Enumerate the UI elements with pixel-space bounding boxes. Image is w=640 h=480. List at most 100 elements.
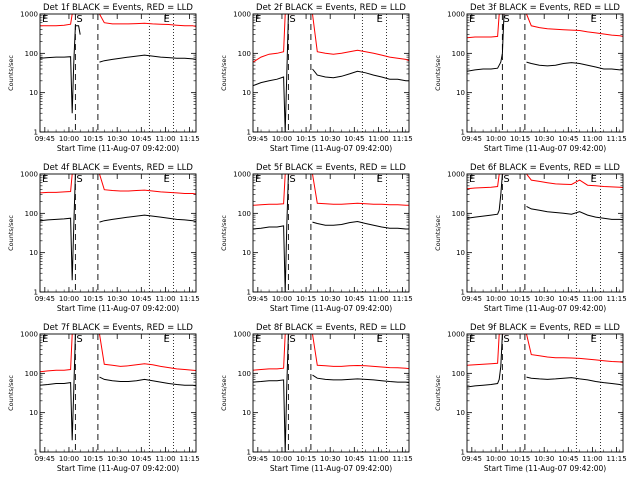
x-tick-label: 11:00 xyxy=(582,135,602,143)
x-tick-label: 09:45 xyxy=(35,135,55,143)
x-tick-label: 10:15 xyxy=(510,135,530,143)
y-axis-label: Counts/sec xyxy=(220,55,228,91)
series-line-lld xyxy=(467,334,623,366)
x-tick-label: 10:45 xyxy=(131,295,151,303)
x-tick-label: 10:30 xyxy=(534,135,554,143)
chart-title: Det 5f BLACK = Events, RED = LLD xyxy=(256,163,406,173)
plot-frame xyxy=(39,13,197,133)
y-axis-label: Counts/sec xyxy=(7,215,15,251)
series-line-events xyxy=(40,25,196,114)
x-tick-label: 09:45 xyxy=(248,295,268,303)
y-tick-label: 1000 xyxy=(447,11,465,19)
x-tick-label: 11:15 xyxy=(392,455,412,463)
series-group xyxy=(253,174,409,292)
series-line-lld xyxy=(253,174,409,206)
end-marker-left: E xyxy=(469,14,475,25)
x-tick-label: 10:45 xyxy=(131,455,151,463)
x-tick-label: 09:45 xyxy=(35,455,55,463)
series-line-events xyxy=(253,334,409,452)
x-tick-label: 10:15 xyxy=(510,295,530,303)
end-marker-left: E xyxy=(255,14,261,25)
x-tick-label: 10:30 xyxy=(107,455,127,463)
y-axis-label: Counts/sec xyxy=(434,215,442,251)
chart-title: Det 1f BLACK = Events, RED = LLD xyxy=(43,3,193,13)
y-tick-label: 1 xyxy=(247,129,251,137)
series-group xyxy=(467,174,623,221)
y-tick-label: 10 xyxy=(242,89,251,97)
x-tick-label: 10:45 xyxy=(558,295,578,303)
chart-panel-3: Det 3f BLACK = Events, RED = LLD Counts/s… xyxy=(434,3,627,153)
y-tick-label: 1 xyxy=(34,289,38,297)
y-tick-label: 1000 xyxy=(20,171,38,179)
plot-frame xyxy=(252,333,410,453)
start-marker: S xyxy=(76,174,82,185)
y-axis-label: Counts/sec xyxy=(7,375,15,411)
end-marker-left: E xyxy=(255,174,261,185)
chart-title: Det 9f BLACK = Events, RED = LLD xyxy=(470,323,620,333)
series-line-lld xyxy=(40,14,196,27)
chart-panel-1: Det 1f BLACK = Events, RED = LLD Counts/s… xyxy=(7,3,200,153)
series-line-events xyxy=(40,334,196,441)
plot-frame xyxy=(466,333,624,453)
y-tick-label: 1 xyxy=(34,129,38,137)
end-marker: E xyxy=(376,174,382,185)
end-marker: E xyxy=(590,174,596,185)
x-tick-label: 10:30 xyxy=(320,135,340,143)
x-tick-label: 10:00 xyxy=(272,295,292,303)
y-tick-label: 1000 xyxy=(20,11,38,19)
series-line-events xyxy=(253,174,409,292)
x-tick-label: 10:00 xyxy=(59,295,79,303)
x-axis-label: Start Time (11-Aug-07 09:42:00) xyxy=(484,464,606,473)
end-marker-left: E xyxy=(42,334,48,345)
x-axis-label: Start Time (11-Aug-07 09:42:00) xyxy=(484,304,606,313)
series-line-lld xyxy=(467,174,623,190)
x-axis-label: Start Time (11-Aug-07 09:42:00) xyxy=(484,144,606,153)
x-tick-label: 10:00 xyxy=(486,455,506,463)
x-tick-label: 11:00 xyxy=(582,295,602,303)
end-marker: E xyxy=(376,14,382,25)
series-group xyxy=(40,334,196,441)
x-tick-label: 10:15 xyxy=(296,295,316,303)
series-group xyxy=(467,334,623,388)
x-tick-label: 10:00 xyxy=(272,455,292,463)
x-tick-label: 11:15 xyxy=(606,295,626,303)
x-tick-label: 10:00 xyxy=(486,135,506,143)
x-tick-label: 11:00 xyxy=(368,135,388,143)
start-marker: S xyxy=(289,14,295,25)
y-tick-label: 1000 xyxy=(233,11,251,19)
x-tick-label: 10:30 xyxy=(107,135,127,143)
y-tick-label: 1 xyxy=(34,449,38,457)
y-tick-label: 100 xyxy=(452,210,465,218)
x-tick-label: 11:15 xyxy=(179,295,199,303)
y-tick-label: 1000 xyxy=(20,331,38,339)
chart-title: Det 2f BLACK = Events, RED = LLD xyxy=(256,3,406,13)
x-tick-label: 09:45 xyxy=(35,295,55,303)
y-axis-label: Counts/sec xyxy=(7,55,15,91)
start-marker: S xyxy=(503,14,509,25)
start-marker: S xyxy=(503,174,509,185)
x-tick-label: 09:45 xyxy=(248,455,268,463)
end-marker-left: E xyxy=(469,174,475,185)
x-tick-label: 10:30 xyxy=(320,455,340,463)
x-tick-label: 10:15 xyxy=(83,455,103,463)
y-tick-label: 1000 xyxy=(447,171,465,179)
x-tick-label: 10:45 xyxy=(344,295,364,303)
y-tick-label: 100 xyxy=(238,50,251,58)
end-marker-left: E xyxy=(42,14,48,25)
end-marker: E xyxy=(163,334,169,345)
x-tick-label: 10:30 xyxy=(534,295,554,303)
x-tick-label: 10:45 xyxy=(131,135,151,143)
x-axis-label: Start Time (11-Aug-07 09:42:00) xyxy=(270,304,392,313)
x-tick-label: 10:00 xyxy=(486,295,506,303)
chart-title: Det 4f BLACK = Events, RED = LLD xyxy=(43,163,193,173)
y-tick-label: 10 xyxy=(29,249,38,257)
y-tick-label: 10 xyxy=(29,89,38,97)
x-tick-label: 11:15 xyxy=(179,135,199,143)
plot-frame xyxy=(252,173,410,293)
y-tick-label: 100 xyxy=(25,50,38,58)
chart-title: Det 3f BLACK = Events, RED = LLD xyxy=(470,3,620,13)
start-marker: S xyxy=(76,14,82,25)
x-tick-label: 10:30 xyxy=(320,295,340,303)
x-tick-label: 11:00 xyxy=(582,455,602,463)
y-tick-label: 1 xyxy=(247,449,251,457)
